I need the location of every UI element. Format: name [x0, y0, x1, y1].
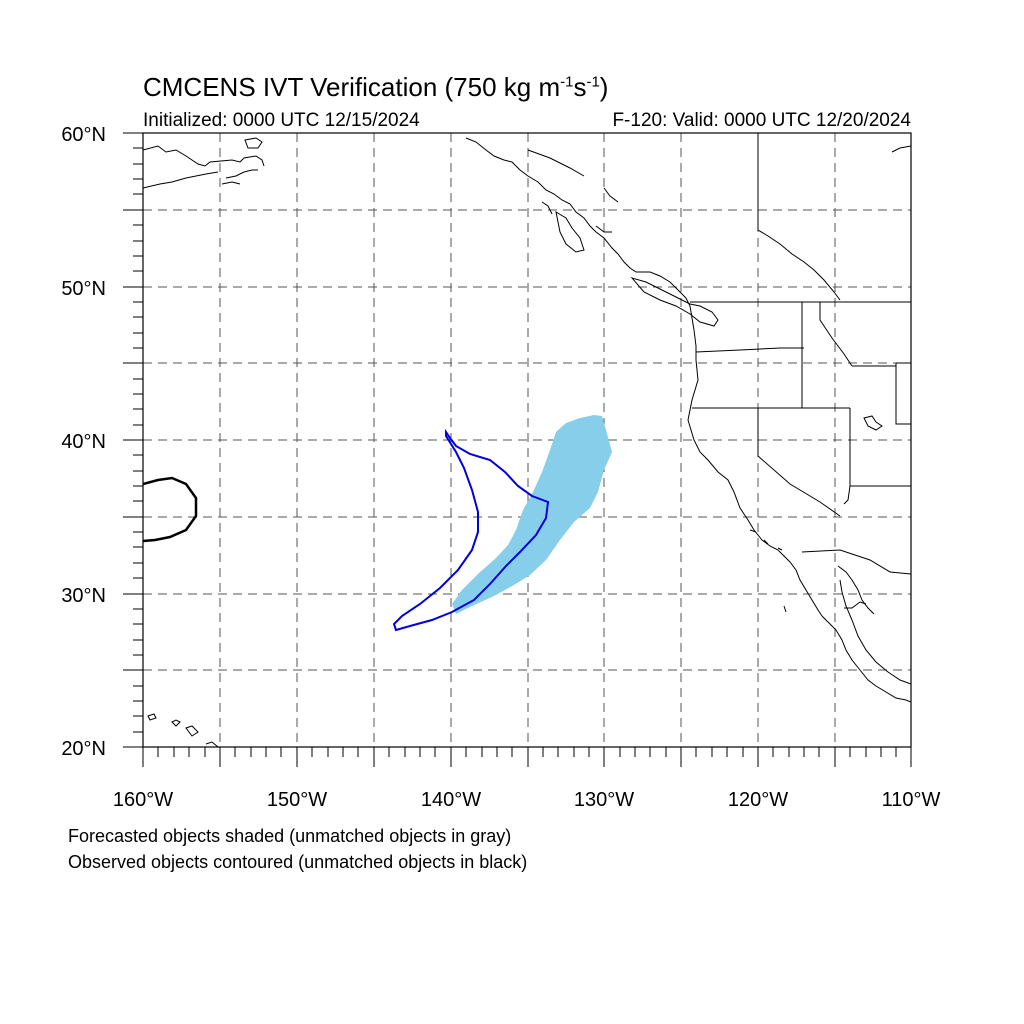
observed-object-matched: [392, 428, 550, 632]
political-borders: [690, 133, 911, 575]
lon-label-160w: 160°W: [113, 789, 173, 811]
lon-label-140w: 140°W: [421, 789, 481, 811]
observed-object-unmatched: [143, 476, 198, 543]
axis-ticks: [123, 132, 912, 767]
lon-label-130w: 130°W: [574, 789, 634, 811]
lat-label-50n: 50°N: [61, 278, 106, 300]
grid-lines: [143, 133, 911, 747]
initialized-label: Initialized: 0000 UTC 12/15/2024: [143, 110, 420, 131]
lat-label-20n: 20°N: [61, 738, 106, 760]
lon-label-120w: 120°W: [728, 789, 788, 811]
lat-label-40n: 40°N: [61, 431, 106, 453]
caption-forecast: Forecasted objects shaded (unmatched obj…: [68, 826, 512, 846]
lon-label-150w: 150°W: [267, 789, 327, 811]
forecast-object: [452, 415, 612, 614]
caption-observed: Observed objects contoured (unmatched ob…: [68, 852, 528, 872]
lat-label-60n: 60°N: [61, 124, 106, 146]
valid-time-label: F-120: Valid: 0000 UTC 12/20/2024: [612, 110, 911, 131]
lat-label-30n: 30°N: [61, 585, 106, 607]
coastlines: [143, 137, 911, 747]
chart-title: CMCENS IVT Verification (750 kg m-1s-1): [143, 72, 609, 102]
lon-label-110w: 110°W: [882, 789, 941, 811]
